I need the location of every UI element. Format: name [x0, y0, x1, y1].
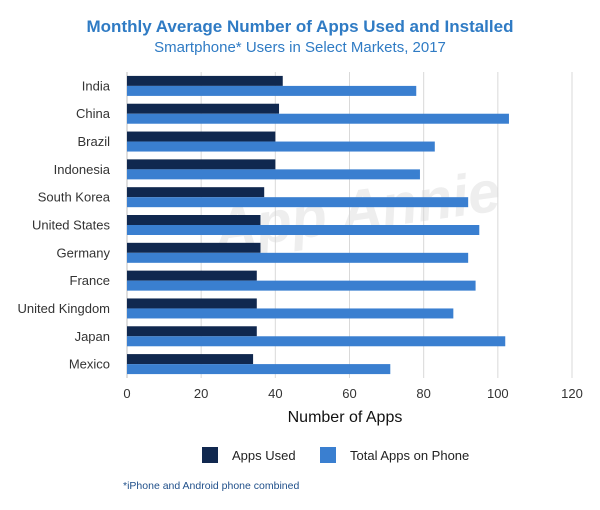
- chart-subtitle: Smartphone* Users in Select Markets, 201…: [154, 39, 446, 56]
- bar-total-apps: [127, 169, 420, 180]
- bar-total-apps: [127, 85, 417, 96]
- bar-apps-used: [127, 215, 261, 225]
- bar-apps-used: [127, 270, 257, 281]
- legend: Apps Used Total Apps on Phone: [202, 447, 469, 463]
- x-axis-ticks: 0 20 40 60 80 100 120: [123, 386, 582, 401]
- category-label: Brazil: [77, 134, 110, 149]
- x-axis-label: Number of Apps: [288, 409, 403, 426]
- x-tick-label: 40: [268, 386, 282, 401]
- category-labels: India China Brazil Indonesia South Korea Unit…: [18, 78, 111, 371]
- legend-swatch: [320, 447, 336, 463]
- legend-label: Total Apps on Phone: [350, 448, 469, 463]
- bar-total-apps: [127, 364, 391, 375]
- category-label: Germany: [57, 245, 111, 260]
- bars: [127, 75, 509, 375]
- bar-total-apps: [127, 308, 454, 319]
- chart-title: Monthly Average Number of Apps Used and …: [87, 17, 514, 36]
- bar-apps-used: [127, 187, 265, 198]
- x-tick-label: 60: [342, 386, 356, 401]
- category-label: Indonesia: [54, 162, 111, 177]
- bar-apps-used: [127, 354, 254, 365]
- bar-apps-used: [127, 298, 257, 309]
- category-label: India: [82, 78, 111, 93]
- category-label: France: [70, 273, 110, 288]
- x-tick-label: 100: [487, 386, 509, 401]
- bar-total-apps: [127, 252, 469, 263]
- category-label: South Korea: [38, 190, 111, 205]
- bar-total-apps: [127, 280, 476, 291]
- bar-apps-used: [127, 159, 276, 170]
- category-label: United Kingdom: [18, 301, 111, 316]
- bar-apps-used: [127, 326, 257, 337]
- category-label: Japan: [75, 329, 110, 344]
- footnote: *iPhone and Android phone combined: [123, 480, 299, 492]
- bar-total-apps: [127, 141, 435, 152]
- bar-apps-used: [127, 75, 283, 86]
- bar-apps-used: [127, 242, 261, 253]
- legend-label: Apps Used: [232, 448, 296, 463]
- category-label: Mexico: [69, 357, 110, 372]
- bar-apps-used: [127, 103, 280, 114]
- x-tick-label: 120: [561, 386, 583, 401]
- bar-total-apps: [127, 197, 469, 208]
- category-label: China: [76, 106, 111, 121]
- x-tick-label: 80: [416, 386, 430, 401]
- x-tick-label: 20: [194, 386, 208, 401]
- category-label: United States: [32, 218, 111, 233]
- bar-total-apps: [127, 113, 509, 124]
- legend-swatch: [202, 447, 218, 463]
- bar-total-apps: [127, 225, 480, 235]
- bar-total-apps: [127, 336, 506, 347]
- x-tick-label: 0: [123, 386, 130, 401]
- bar-apps-used: [127, 131, 276, 142]
